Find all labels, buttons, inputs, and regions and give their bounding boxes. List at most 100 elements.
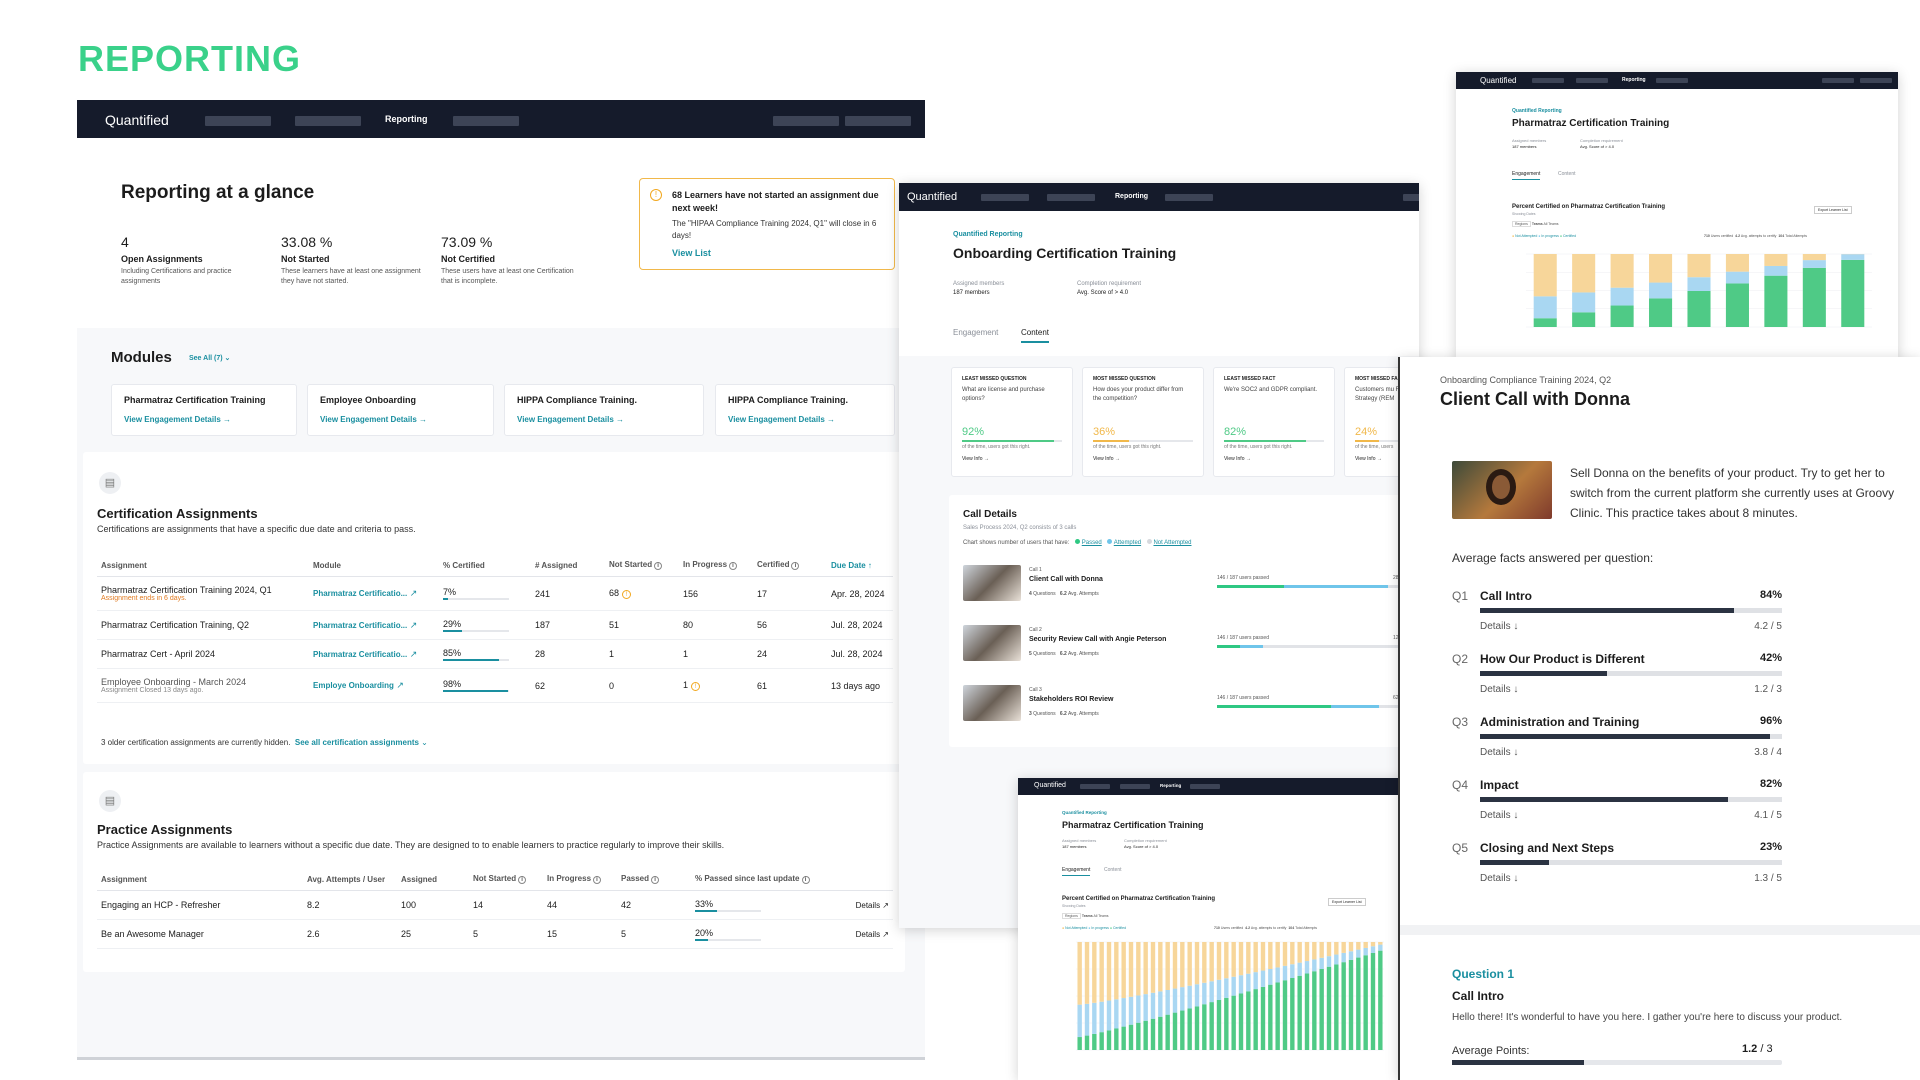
bar-segment-certified[interactable] [1841, 259, 1865, 327]
bar-segment-not-attempted[interactable] [1533, 254, 1557, 297]
bar-segment-certified[interactable] [1610, 305, 1634, 327]
bar-segment-in-progress[interactable] [1128, 996, 1134, 1025]
bar-segment-certified[interactable] [1290, 978, 1295, 1050]
bar-segment-in-progress[interactable] [1341, 952, 1346, 963]
nav-user-2[interactable] [845, 116, 911, 126]
brand-logo[interactable]: Quantified [907, 191, 958, 203]
bar-segment-in-progress[interactable] [1231, 976, 1236, 996]
bar-segment-not-attempted[interactable] [1253, 942, 1258, 973]
view-engagement-link[interactable]: View Engagement Details → [124, 415, 232, 424]
bar-segment-in-progress[interactable] [1290, 964, 1295, 979]
tab-content[interactable]: Content [1021, 328, 1050, 343]
nav-item-1[interactable] [205, 116, 271, 126]
bar-segment-not-attempted[interactable] [1238, 942, 1244, 976]
table-row[interactable]: Pharmatraz Certification Training, Q2 Ph… [97, 610, 893, 640]
bar-segment-certified[interactable] [1312, 971, 1317, 1050]
bar-segment-in-progress[interactable] [1099, 1001, 1104, 1033]
bar-segment-in-progress[interactable] [1649, 282, 1673, 299]
bar-segment-in-progress[interactable] [1297, 962, 1302, 976]
details-link[interactable]: Details [855, 929, 881, 939]
bar-segment-in-progress[interactable] [1158, 991, 1163, 1017]
column-header[interactable]: In Progress i [679, 554, 753, 577]
bar-segment-not-attempted[interactable] [1106, 942, 1112, 1001]
brand-logo[interactable]: Quantified [1480, 76, 1517, 85]
bar-segment-certified[interactable] [1106, 1030, 1112, 1050]
brand-logo[interactable]: Quantified [105, 112, 169, 128]
bar-segment-certified[interactable] [1194, 1006, 1200, 1050]
bar-segment-certified[interactable] [1253, 989, 1258, 1050]
module-card[interactable]: Pharmatraz Certification Training View E… [111, 384, 297, 436]
bar-segment-not-attempted[interactable] [1158, 942, 1163, 992]
bar-segment-certified[interactable] [1092, 1033, 1097, 1050]
bar-segment-not-attempted[interactable] [1319, 942, 1324, 958]
bar-segment-not-attempted[interactable] [1378, 942, 1383, 945]
bar-segment-not-attempted[interactable] [1356, 942, 1361, 950]
bar-segment-certified[interactable] [1216, 999, 1222, 1050]
bar-segment-in-progress[interactable] [1725, 271, 1749, 284]
bar-segment-certified[interactable] [1533, 318, 1557, 327]
bar-segment-in-progress[interactable] [1238, 975, 1244, 994]
bar-segment-certified[interactable] [1378, 950, 1383, 1050]
bar-segment-not-attempted[interactable] [1363, 942, 1368, 948]
bar-segment-in-progress[interactable] [1304, 961, 1310, 974]
bar-segment-in-progress[interactable] [1165, 989, 1170, 1015]
bar-segment-not-attempted[interactable] [1649, 254, 1673, 283]
question-row[interactable]: Q2 How Our Product is Different 42% Deta… [1452, 652, 1782, 708]
bar-segment-in-progress[interactable] [1246, 973, 1251, 992]
module-link[interactable]: Pharmatraz Certificatio... [313, 649, 408, 659]
bar-segment-in-progress[interactable] [1610, 287, 1634, 306]
bar-segment-not-attempted[interactable] [1275, 942, 1280, 968]
bar-segment-in-progress[interactable] [1106, 1000, 1112, 1031]
bar-segment-not-attempted[interactable] [1194, 942, 1200, 985]
bar-segment-certified[interactable] [1099, 1032, 1104, 1050]
bar-segment-not-attempted[interactable] [1209, 942, 1214, 982]
bar-segment-in-progress[interactable] [1533, 296, 1557, 319]
bar-segment-in-progress[interactable] [1282, 965, 1288, 981]
bar-segment-not-attempted[interactable] [1084, 942, 1090, 1004]
module-link[interactable]: Pharmatraz Certificatio... [313, 589, 408, 598]
column-header[interactable]: Not Started i [469, 868, 543, 891]
export-button[interactable]: Export Learner List [1814, 206, 1852, 214]
bar-segment-not-attempted[interactable] [1312, 942, 1317, 960]
details-toggle[interactable]: Details ↓ [1480, 873, 1519, 884]
insight-card[interactable]: LEAST MISSED QUESTION What are license a… [951, 367, 1073, 477]
bar-segment-in-progress[interactable] [1114, 999, 1119, 1029]
bar-segment-in-progress[interactable] [1363, 947, 1368, 956]
view-info-link[interactable]: View Info → [1224, 456, 1251, 462]
nav-item-1[interactable] [981, 194, 1029, 201]
column-header[interactable]: % Certified [439, 554, 531, 577]
bar-segment-certified[interactable] [1275, 982, 1280, 1050]
assignment-name[interactable]: Be an Awesome Manager [97, 919, 303, 949]
details-link[interactable]: Details [855, 900, 881, 910]
module-link[interactable]: Pharmatraz Certificatio... [313, 620, 408, 630]
bar-segment-in-progress[interactable] [1216, 979, 1222, 1000]
question-row[interactable]: Q5 Closing and Next Steps 23% Details ↓ … [1452, 841, 1782, 897]
bar-segment-in-progress[interactable] [1572, 292, 1596, 313]
bar-segment-not-attempted[interactable] [1326, 942, 1332, 957]
bar-segment-in-progress[interactable] [1253, 972, 1258, 990]
bar-segment-certified[interactable] [1143, 1020, 1148, 1050]
nav-item-2[interactable] [1576, 78, 1608, 83]
view-engagement-link[interactable]: View Engagement Details → [517, 415, 625, 424]
bar-segment-in-progress[interactable] [1143, 994, 1148, 1021]
nav-user-2[interactable] [1860, 78, 1892, 83]
bar-segment-not-attempted[interactable] [1341, 942, 1346, 953]
bar-segment-not-attempted[interactable] [1128, 942, 1134, 997]
table-row[interactable]: Pharmatraz Cert - April 2024 Pharmatraz … [97, 639, 893, 669]
view-info-link[interactable]: View Info → [1093, 456, 1120, 462]
bar-segment-in-progress[interactable] [1136, 995, 1141, 1023]
bar-segment-in-progress[interactable] [1224, 978, 1229, 998]
bar-segment-certified[interactable] [1150, 1018, 1156, 1050]
bar-segment-certified[interactable] [1348, 959, 1354, 1050]
bar-segment-in-progress[interactable] [1764, 265, 1788, 276]
nav-item-2[interactable] [1120, 784, 1150, 789]
column-header[interactable]: Certified i [753, 554, 827, 577]
bar-segment-not-attempted[interactable] [1216, 942, 1222, 980]
column-header[interactable]: Not Started i [605, 554, 679, 577]
column-header[interactable]: # Assigned [531, 554, 605, 577]
call-row[interactable]: Call 2 Security Review Call with Angie P… [963, 625, 1413, 677]
assignment-name[interactable]: Pharmatraz Certification Training 2024, … [101, 585, 272, 595]
nav-item-1[interactable] [1532, 78, 1564, 83]
bar-segment-in-progress[interactable] [1180, 987, 1185, 1011]
column-header[interactable]: Passed i [617, 868, 691, 891]
